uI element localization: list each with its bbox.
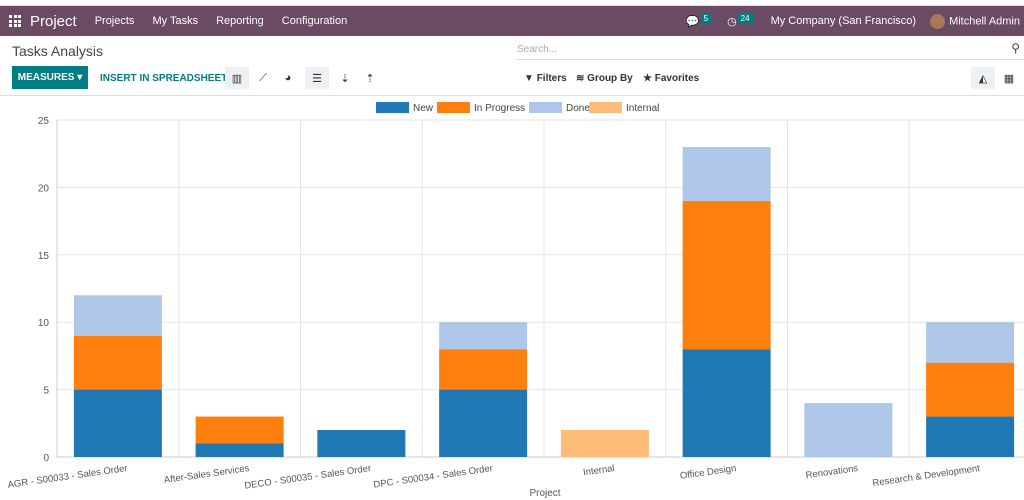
- bar-done: [439, 322, 528, 350]
- line-chart-icon[interactable]: ⟋: [259, 71, 267, 84]
- clock-icon: ◷: [727, 15, 737, 28]
- x-tick-label: Research & Development: [872, 463, 981, 489]
- chat-icon: 💬: [685, 15, 700, 28]
- search-input[interactable]: Search... ⚲: [517, 40, 1024, 60]
- legend-swatch: [589, 102, 622, 113]
- y-tick-label: 10: [38, 318, 50, 329]
- graph-view-icon[interactable]: ◭: [971, 67, 995, 89]
- legend-swatch: [376, 102, 409, 113]
- browser-strip: [0, 0, 1024, 6]
- groupby-button[interactable]: ≋ Group By: [576, 73, 633, 84]
- bar-in-progress: [195, 416, 284, 444]
- x-tick-label: AGR - S00033 - Sales Order: [7, 463, 128, 491]
- user-name: Mitchell Admin: [949, 14, 1020, 27]
- x-tick-label: DECO - S00035 - Sales Order: [244, 463, 372, 492]
- y-tick-label: 5: [43, 386, 49, 397]
- bar-in-progress: [682, 200, 771, 350]
- pie-chart-icon[interactable]: ◕: [284, 72, 292, 84]
- pivot-view-icon[interactable]: ▦: [1003, 72, 1015, 85]
- legend-swatch: [437, 102, 470, 113]
- activities-button[interactable]: ◷ 24: [727, 13, 753, 28]
- bar-new: [926, 416, 1015, 457]
- layers-icon: ≋: [576, 73, 585, 84]
- menu-projects[interactable]: Projects: [94, 15, 135, 27]
- activities-badge: 24: [737, 13, 753, 23]
- legend-swatch: [529, 102, 562, 113]
- groupby-label: Group By: [587, 73, 633, 84]
- favorites-button[interactable]: ★ Favorites: [643, 73, 699, 84]
- legend-label: In Progress: [474, 103, 525, 114]
- filter-icon: ▼: [524, 73, 534, 84]
- search-icon[interactable]: ⚲: [1011, 41, 1020, 55]
- insert-spreadsheet-button[interactable]: INSERT IN SPREADSHEET: [100, 73, 228, 84]
- star-icon: ★: [643, 73, 652, 84]
- legend-label: Done: [566, 103, 590, 114]
- bar-in-progress: [926, 362, 1015, 417]
- favorites-label: Favorites: [654, 73, 700, 84]
- bar-new: [439, 389, 528, 457]
- filters-label: Filters: [536, 73, 567, 84]
- x-tick-label: Office Design: [679, 463, 737, 482]
- bar-in-progress: [439, 349, 528, 390]
- page-title: Tasks Analysis: [12, 43, 104, 59]
- x-tick-label: After-Sales Services: [163, 463, 250, 486]
- user-menu[interactable]: Mitchell Admin: [930, 13, 1020, 29]
- bar-done: [73, 295, 162, 336]
- measures-label: MEASURES: [17, 72, 75, 83]
- app-name[interactable]: Project: [30, 12, 77, 30]
- measures-button[interactable]: MEASURES ▾: [12, 66, 88, 89]
- sort-ascending-icon[interactable]: ⇡: [365, 72, 375, 85]
- x-axis-label: Project: [529, 488, 560, 499]
- menu-my-tasks[interactable]: My Tasks: [152, 15, 199, 27]
- bar-new: [317, 430, 406, 457]
- divider: [0, 95, 1024, 96]
- bar-done: [804, 403, 893, 457]
- bar-internal: [560, 430, 649, 457]
- caret-down-icon: ▾: [77, 72, 83, 83]
- y-tick-label: 20: [38, 183, 50, 194]
- stacked-bar-chart: 0 5 10 15 20 25 AGR - S00033 - Sales Order Afte…: [7, 102, 1024, 499]
- bar-done: [926, 322, 1015, 363]
- x-tick-label: Internal: [582, 463, 615, 478]
- search-placeholder: Search...: [517, 44, 558, 55]
- bar-in-progress: [73, 335, 162, 390]
- messages-badge: 5: [700, 13, 712, 23]
- apps-menu-icon[interactable]: [9, 15, 21, 27]
- menu-reporting[interactable]: Reporting: [216, 15, 264, 27]
- x-tick-label: Renovations: [805, 463, 859, 481]
- messages-button[interactable]: 💬 5: [685, 13, 712, 28]
- bar-new: [195, 443, 284, 457]
- avatar: [930, 13, 946, 29]
- legend-label: New: [413, 103, 434, 114]
- y-tick-label: 25: [38, 116, 50, 127]
- bar-new: [73, 389, 162, 457]
- x-tick-label: DPC - S00034 - Sales Order: [373, 463, 494, 491]
- filters-button[interactable]: ▼ Filters: [524, 73, 567, 84]
- sort-descending-icon[interactable]: ⇣: [340, 72, 350, 85]
- bar-done: [682, 146, 771, 201]
- stacked-icon[interactable]: ☰: [305, 67, 329, 89]
- bar-chart-icon[interactable]: ▥: [225, 67, 249, 89]
- menu-configuration[interactable]: Configuration: [281, 15, 348, 27]
- bar-new: [682, 349, 771, 457]
- y-tick-label: 15: [38, 251, 50, 262]
- y-tick-label: 0: [43, 453, 49, 464]
- company-switcher[interactable]: My Company (San Francisco): [770, 15, 917, 27]
- legend-label: Internal: [626, 103, 659, 114]
- navbar: Project Projects My Tasks Reporting Conf…: [0, 6, 1024, 36]
